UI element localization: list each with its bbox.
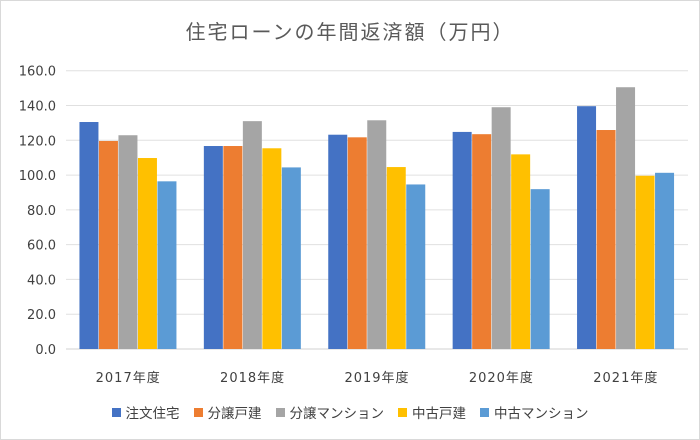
bar-0-3 [452,131,472,349]
bar-0-4 [577,106,597,349]
legend-item: 分譲マンション [275,402,385,422]
legend-label: 分譲戸建 [207,406,262,422]
bar-1-3 [472,134,492,349]
legend-swatch [193,407,203,417]
legend-swatch [275,407,285,417]
bar-2-1 [242,121,262,349]
bar-0-2 [328,134,348,349]
y-tick-label: 140.0 [19,99,56,114]
bar-1-4 [596,130,616,349]
bar-4-0 [157,181,177,349]
bar-4-4 [655,172,675,349]
bar-4-2 [406,184,426,349]
bar-1-2 [347,137,367,349]
x-tick-label: 2020年度 [469,370,534,386]
y-tick-label: 0.0 [35,343,56,358]
bar-0-1 [203,146,223,349]
legend-label: 中古マンション [494,406,589,422]
bar-1-0 [98,140,118,349]
bar-4-1 [281,167,301,349]
bar-2-0 [118,135,138,349]
bar-0-0 [79,122,99,349]
y-tick-label: 60.0 [27,239,56,254]
y-tick-label: 40.0 [27,273,56,288]
bar-3-3 [511,154,531,349]
y-tick-label: 80.0 [27,204,56,219]
bar-2-4 [616,87,636,349]
bar-1-1 [223,146,243,349]
legend-label: 中古戸建 [412,406,466,422]
legend-item: 中古戸建 [398,402,466,422]
y-tick-label: 100.0 [19,169,56,184]
y-tick-label: 20.0 [27,308,56,323]
x-tick-label: 2021年度 [593,370,658,386]
legend-label: 分譲マンション [289,406,385,422]
y-tick-label: 160.0 [19,65,56,80]
x-tick-label: 2018年度 [220,370,285,386]
bar-3-1 [262,148,282,349]
legend-swatch [398,407,407,417]
legend-swatch [111,407,121,417]
legend-swatch [480,407,489,417]
legend-item: 中古マンション [480,402,589,422]
y-tick-label: 120.0 [19,134,56,149]
legend: 注文住宅 分譲戸建 分譲マンション 中古戸建 中古マンション [0,402,700,422]
bar-3-2 [386,167,406,349]
bar-3-0 [137,158,157,349]
legend-item: 注文住宅 [111,402,180,422]
x-tick-label: 2019年度 [344,370,409,386]
legend-item: 分譲戸建 [193,402,262,422]
bar-4-3 [530,189,550,349]
bar-2-3 [491,107,511,350]
legend-label: 注文住宅 [125,406,180,422]
bar-2-2 [367,120,387,349]
chart-title: 住宅ローンの年間返済額（万円） [185,20,515,44]
bar-3-4 [635,175,655,349]
x-tick-label: 2017年度 [96,370,161,386]
